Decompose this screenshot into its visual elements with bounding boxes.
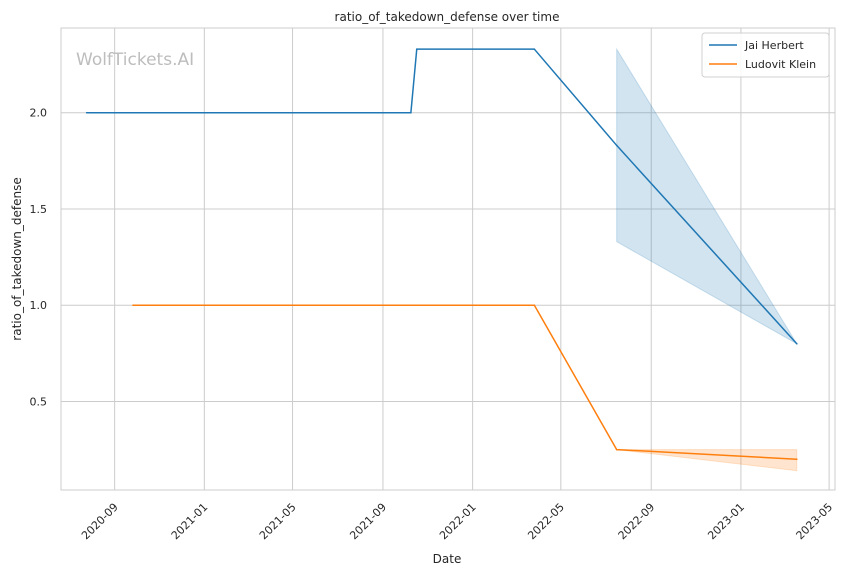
y-tick-label: 1.0 (30, 299, 48, 312)
legend-label-jai-herbert: Jai Herbert (744, 39, 804, 52)
legend: Jai Herbert Ludovit Klein (701, 32, 830, 78)
data-point-jai-herbert-3 (533, 48, 536, 50)
chart-title: ratio_of_takedown_defense over time (335, 10, 560, 24)
series-lines (85, 48, 798, 461)
series-line-ludovit-klein (133, 304, 797, 460)
confidence-band-ludovit-klein (616, 449, 798, 472)
x-axis-label: Date (433, 552, 462, 566)
watermark-text: WolfTickets.AI (76, 50, 194, 70)
series-line-jai-herbert (86, 48, 798, 345)
data-point-ludovit-klein-2 (615, 448, 618, 451)
y-axis-ticks: 0.5 1.0 1.5 2.0 (30, 107, 48, 409)
data-point-jai-herbert-5 (795, 342, 798, 345)
data-point-jai-herbert-4 (615, 144, 618, 147)
legend-label-ludovit-klein: Ludovit Klein (745, 58, 816, 71)
y-tick-label: 0.5 (30, 395, 48, 408)
y-tick-label: 2.0 (30, 107, 48, 120)
y-tick-label: 1.5 (30, 203, 48, 216)
data-point-jai-herbert-1 (410, 111, 412, 114)
data-point-jai-herbert-0 (85, 111, 88, 114)
legend-box (701, 32, 830, 78)
plot-frame (60, 27, 836, 491)
data-point-ludovit-klein-1 (533, 304, 536, 307)
data-point-ludovit-klein-0 (132, 304, 134, 307)
data-point-jai-herbert-2 (415, 48, 418, 50)
data-point-ludovit-klein-3 (795, 458, 798, 461)
y-axis-label: ratio_of_takedown_defense (10, 177, 24, 340)
